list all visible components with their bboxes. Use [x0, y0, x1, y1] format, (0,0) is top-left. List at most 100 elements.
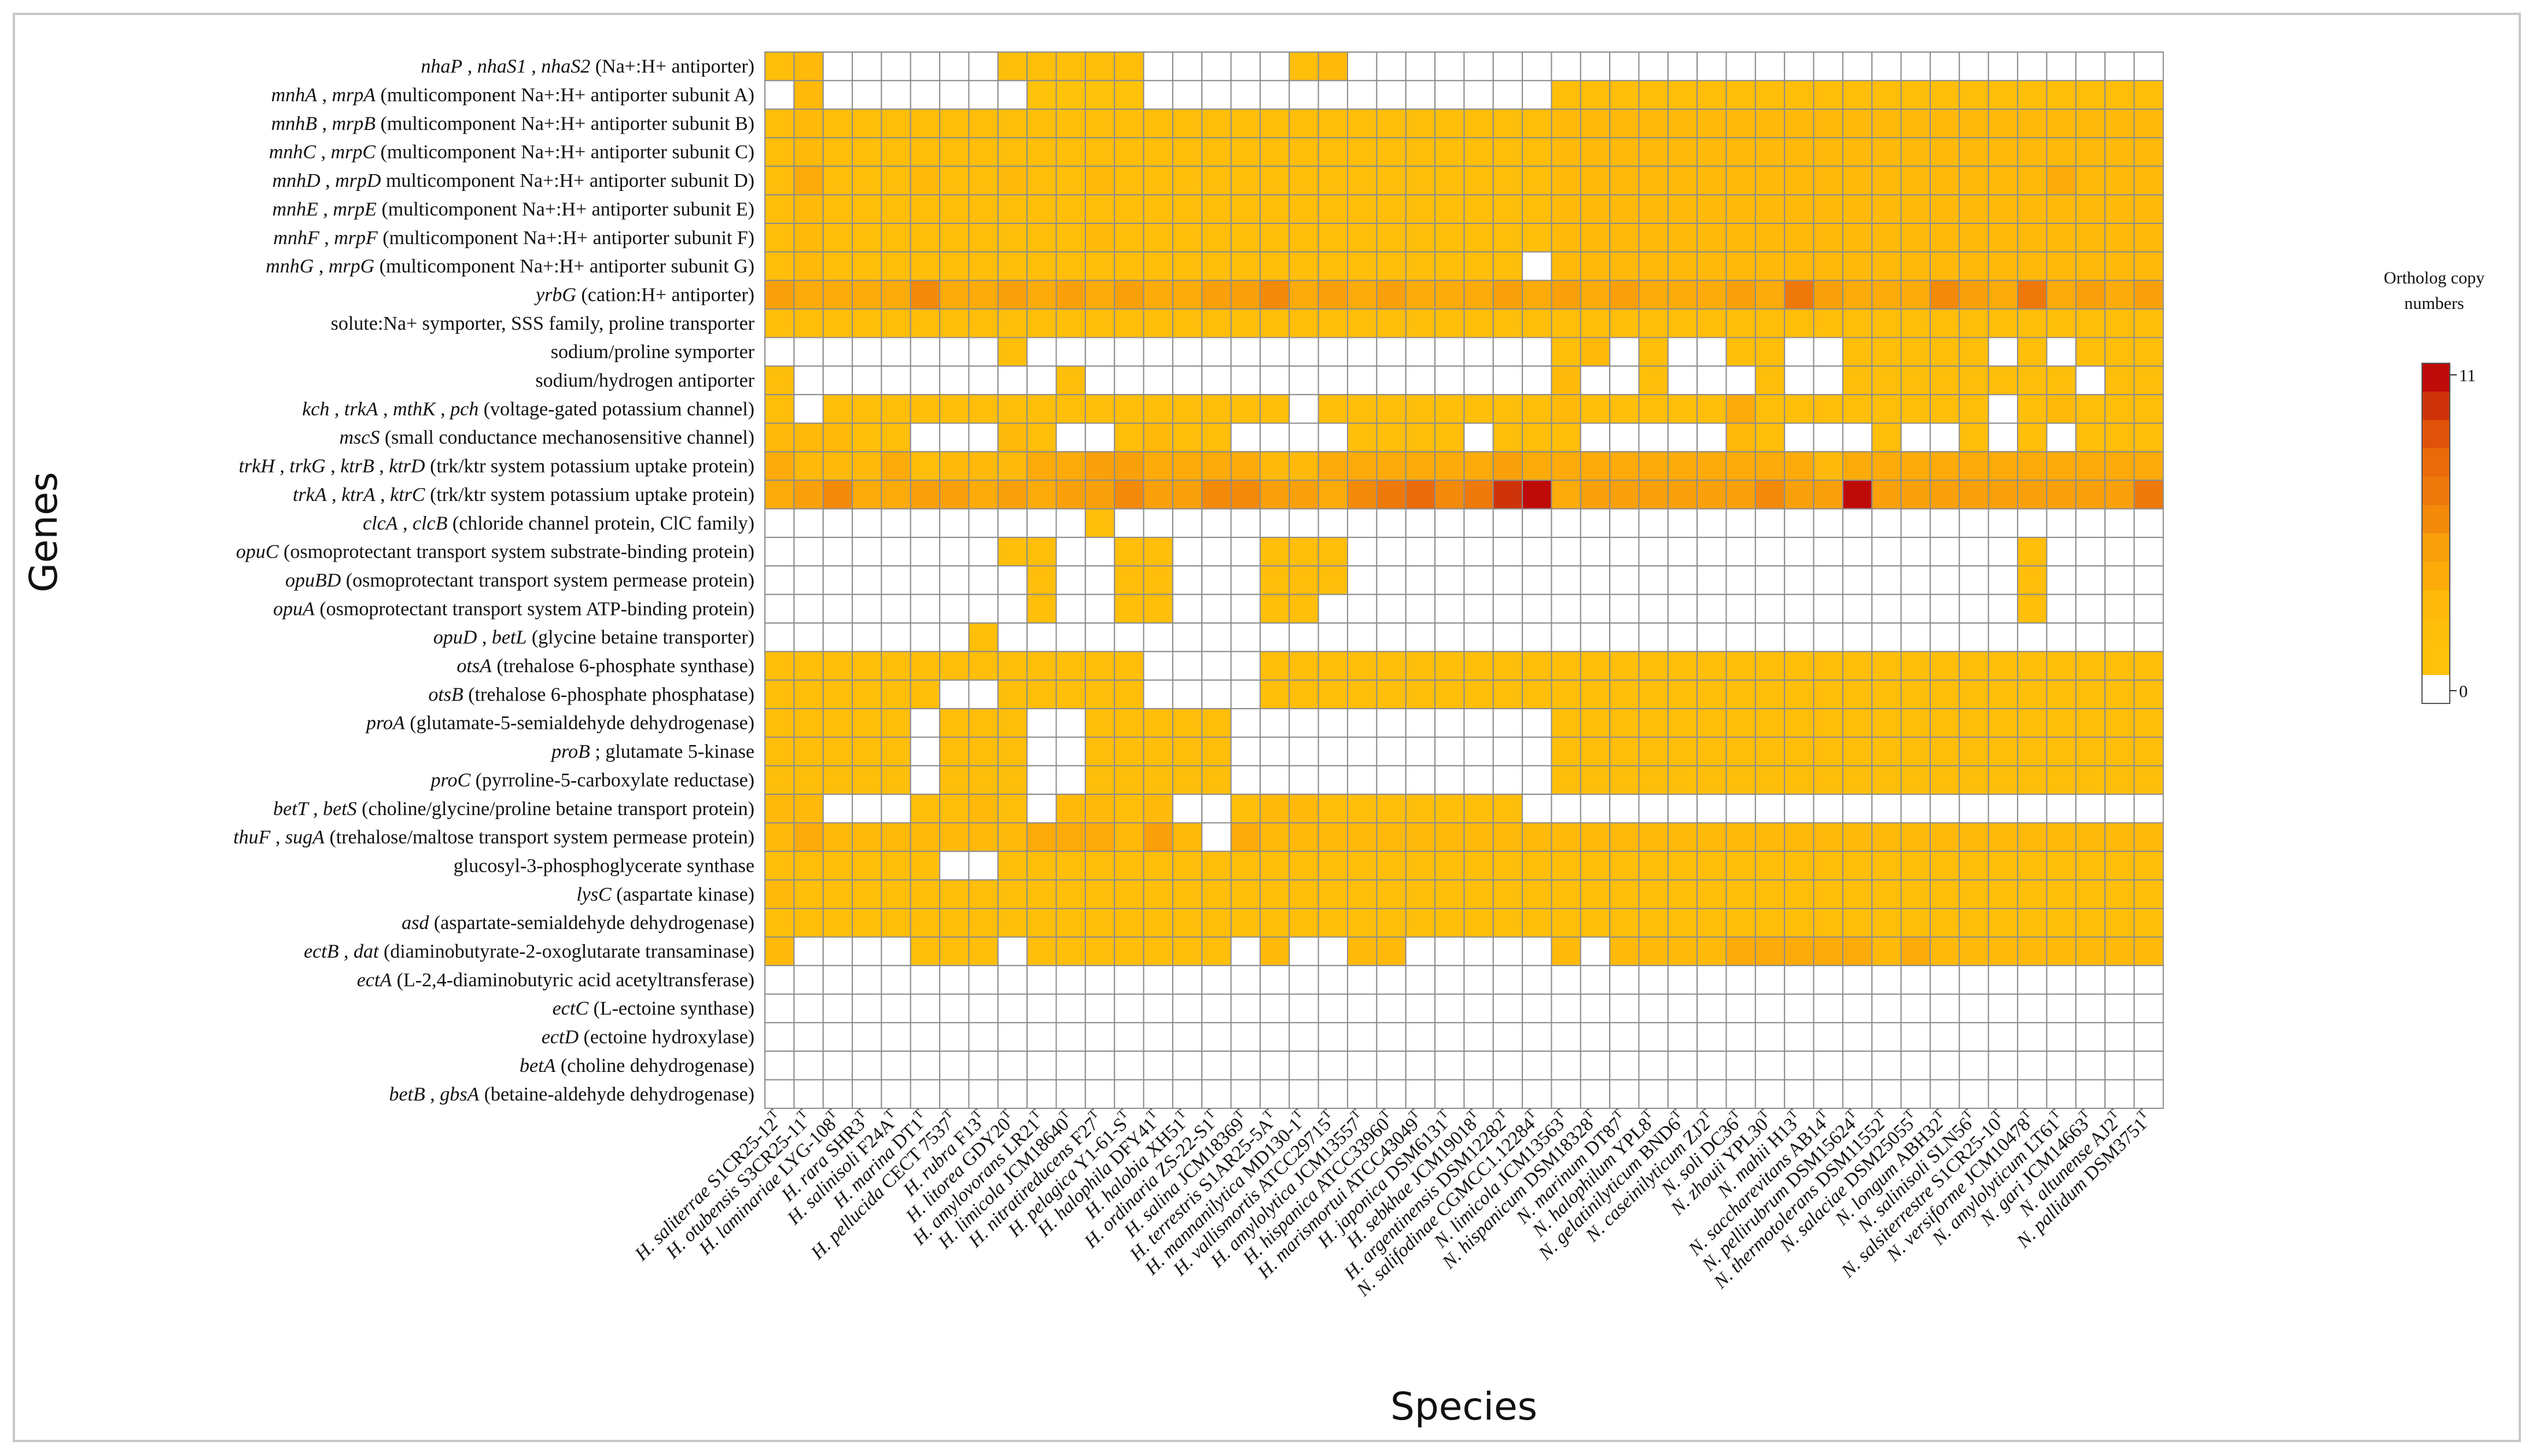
heatmap-cell	[1230, 51, 1261, 82]
heatmap-cell	[2046, 251, 2077, 281]
heatmap-cell	[1580, 1022, 1611, 1052]
heatmap-cell	[1026, 1022, 1057, 1052]
heatmap-cell	[1696, 965, 1727, 995]
heatmap-cell	[2017, 765, 2048, 795]
heatmap-cell	[1172, 965, 1203, 995]
heatmap-cell	[1143, 594, 1173, 624]
heatmap-cell	[1580, 422, 1611, 452]
heatmap-cell	[1347, 708, 1378, 738]
heatmap-cell	[852, 394, 882, 424]
heatmap-cell	[1347, 251, 1378, 281]
heatmap-cell	[2075, 365, 2106, 396]
heatmap-cell	[1842, 1050, 1873, 1081]
gene-label: mnhD , mrpD multicomponent Na+:H+ antipo…	[273, 170, 754, 191]
heatmap-cell	[1667, 1022, 1698, 1052]
heatmap-cell	[1434, 794, 1465, 824]
heatmap-cell	[1230, 536, 1261, 567]
heatmap-cell	[1347, 480, 1378, 510]
color-legend: Ortholog copy numbers 11 0	[2384, 268, 2485, 704]
heatmap-cell	[1813, 279, 1843, 310]
heatmap-cell	[1026, 794, 1057, 824]
heatmap-cell	[1842, 80, 1873, 110]
heatmap-cell	[822, 1079, 853, 1109]
heatmap-cell	[939, 451, 970, 481]
heatmap-cell	[1376, 622, 1407, 653]
heatmap-cell	[1347, 137, 1378, 167]
heatmap-cell	[997, 1079, 1028, 1109]
heatmap-cell	[1609, 108, 1640, 139]
heatmap-cell	[2017, 679, 2048, 710]
heatmap-cell	[1026, 708, 1057, 738]
heatmap-cell	[997, 80, 1028, 110]
heatmap-cell	[1317, 1050, 1348, 1081]
heatmap-cell	[1754, 822, 1786, 852]
gene-label: mnhC , mrpC (multicomponent Na+:H+ antip…	[269, 142, 754, 163]
heatmap-cell	[1376, 365, 1407, 396]
heatmap-cell	[1463, 308, 1494, 338]
heatmap-cell	[793, 822, 824, 852]
heatmap-cell	[2017, 1022, 2048, 1052]
heatmap-cell	[1522, 165, 1552, 196]
heatmap-cell	[764, 1022, 795, 1052]
heatmap-cell	[1230, 565, 1261, 595]
heatmap-cell	[1522, 279, 1552, 310]
heatmap-cell	[1842, 51, 1873, 82]
heatmap-cell	[1930, 279, 1960, 310]
heatmap-cell	[910, 622, 941, 653]
heatmap-cell	[997, 993, 1028, 1023]
heatmap-cell	[852, 822, 882, 852]
heatmap-cell	[1987, 908, 2019, 938]
heatmap-cell	[1317, 794, 1348, 824]
heatmap-cell	[997, 536, 1028, 567]
heatmap-cell	[1609, 279, 1640, 310]
heatmap-cell	[1959, 308, 1989, 338]
heatmap-cell	[1754, 51, 1786, 82]
heatmap-cell	[1172, 794, 1203, 824]
heatmap-cell	[1405, 223, 1436, 253]
heatmap-cell	[1987, 194, 2019, 224]
heatmap-cell	[1930, 850, 1960, 881]
heatmap-cell	[1434, 594, 1465, 624]
heatmap-cell	[764, 936, 795, 967]
heatmap-cell	[1638, 822, 1669, 852]
heatmap-cell	[1987, 308, 2019, 338]
heatmap-cell	[1055, 337, 1086, 367]
heatmap-cell	[1026, 394, 1057, 424]
heatmap-cell	[2075, 422, 2106, 452]
heatmap-cell	[1084, 794, 1116, 824]
heatmap-cell	[1987, 394, 2019, 424]
heatmap-cell	[1347, 765, 1378, 795]
heatmap-cell	[1784, 279, 1814, 310]
heatmap-cell	[1609, 765, 1640, 795]
heatmap-cell	[1201, 251, 1232, 281]
heatmap-cell	[1784, 679, 1814, 710]
heatmap-cell	[1492, 80, 1523, 110]
heatmap-cell	[1376, 1079, 1407, 1109]
heatmap-cell	[1289, 565, 1319, 595]
heatmap-cell	[1405, 765, 1436, 795]
heatmap-cell	[1725, 879, 1756, 909]
heatmap-cell	[1696, 337, 1727, 367]
heatmap-cell	[1055, 451, 1086, 481]
heatmap-cell	[2104, 594, 2135, 624]
heatmap-cell	[1784, 565, 1814, 595]
heatmap-cell	[1784, 908, 1814, 938]
heatmap-cell	[1784, 879, 1814, 909]
heatmap-cell	[1842, 965, 1873, 995]
heatmap-cell	[968, 565, 999, 595]
heatmap-cell	[1405, 936, 1436, 967]
heatmap-cell	[1609, 308, 1640, 338]
heatmap-cell	[939, 223, 970, 253]
heatmap-cell	[1754, 451, 1786, 481]
heatmap-cell	[968, 308, 999, 338]
heatmap-cell	[1725, 565, 1756, 595]
heatmap-cell	[1172, 365, 1203, 396]
heatmap-cell	[1084, 679, 1116, 710]
heatmap-cell	[1230, 480, 1261, 510]
heatmap-cell	[1084, 194, 1116, 224]
heatmap-cell	[997, 337, 1028, 367]
heatmap-cell	[1172, 480, 1203, 510]
heatmap-cell	[1754, 137, 1786, 167]
heatmap-cell	[1900, 622, 1931, 653]
heatmap-cell	[2104, 936, 2135, 967]
